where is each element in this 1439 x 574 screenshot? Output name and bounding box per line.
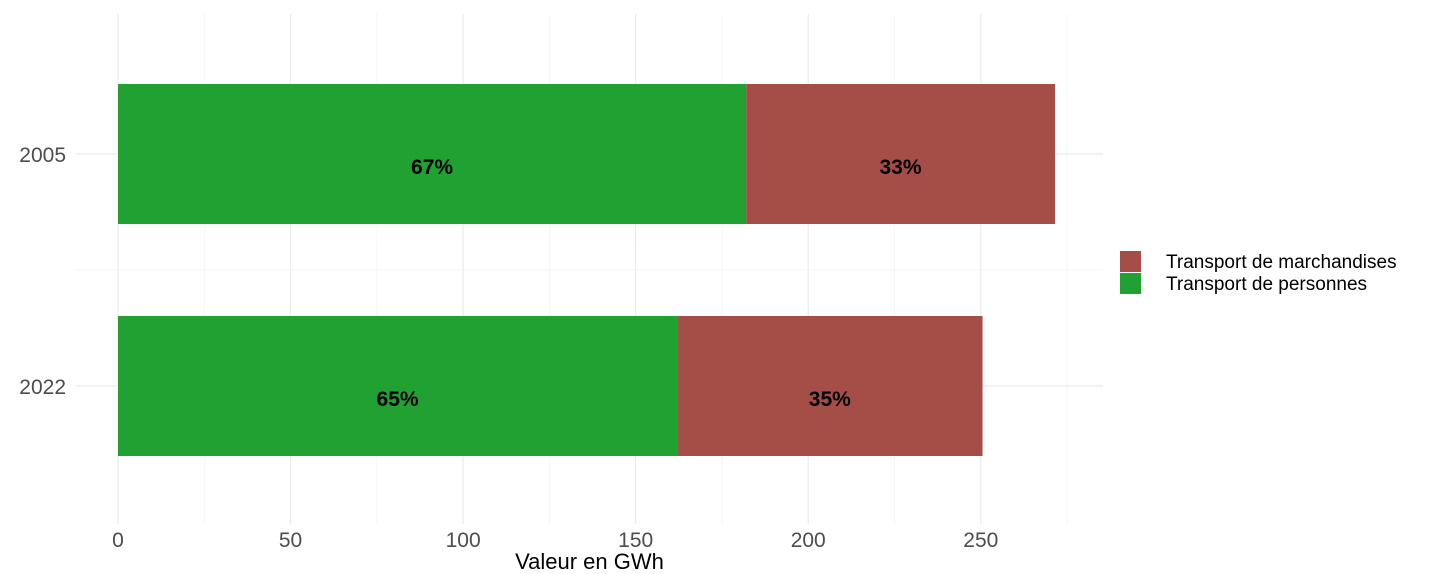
y-tick-label: 2022: [19, 376, 66, 399]
bar-labels: 67% 33% 65% 35%: [377, 156, 922, 411]
x-tick-label: 250: [963, 529, 998, 552]
bar-2005-series-1: [746, 84, 1055, 224]
x-axis-title: Valeur en GWh: [515, 549, 664, 574]
bars: [118, 84, 1055, 456]
bar-label-2022-series-0: 65%: [377, 388, 419, 411]
legend-label: Transport de personnes: [1166, 274, 1367, 295]
x-tick-label: 0: [112, 529, 124, 552]
x-axis-ticks: 0 50 100 150 200 250: [112, 529, 998, 552]
y-axis-ticks: 2005 2022: [19, 144, 66, 399]
x-tick-label: 50: [279, 529, 302, 552]
x-tick-label: 150: [618, 529, 653, 552]
bar-2022-series-0: [118, 316, 678, 456]
bar-label-2005-series-1: 33%: [880, 156, 922, 179]
bar-label-2005-series-0: 67%: [411, 156, 453, 179]
x-tick-label: 100: [446, 529, 481, 552]
bar-2022-series-1: [677, 316, 983, 456]
legend-swatch: [1120, 251, 1141, 272]
bar-2005-series-0: [118, 84, 747, 224]
legend-swatch: [1120, 273, 1141, 294]
legend-label: Transport de marchandises: [1166, 252, 1397, 273]
x-tick-label: 200: [791, 529, 826, 552]
y-tick-label: 2005: [19, 144, 66, 167]
bar-label-2022-series-1: 35%: [809, 388, 851, 411]
